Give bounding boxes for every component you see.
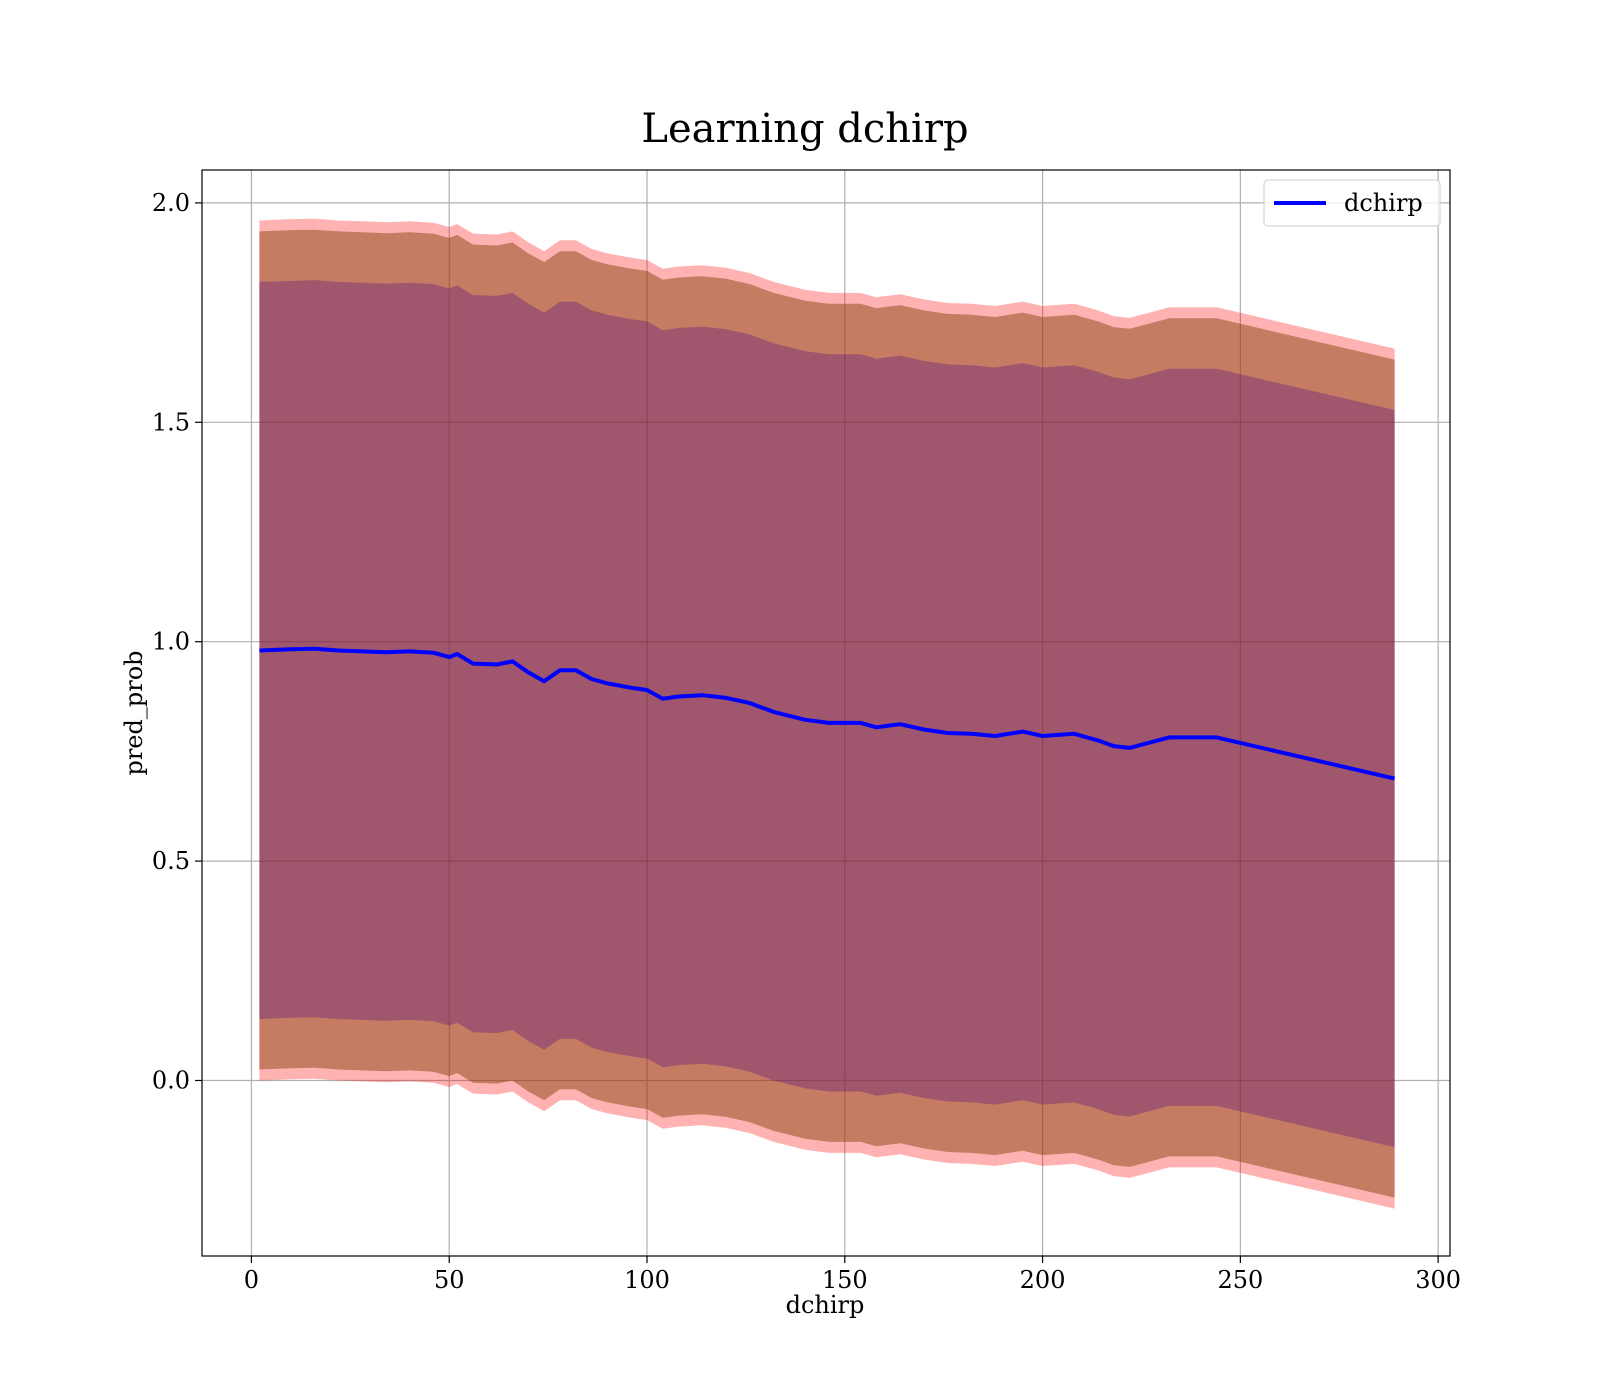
legend-label-dchirp: dchirp bbox=[1344, 189, 1423, 217]
chart-title: Learning dchirp bbox=[641, 106, 968, 152]
y-tick-label: 1.5 bbox=[152, 408, 190, 436]
x-tick-label: 300 bbox=[1415, 1266, 1461, 1294]
y-tick-label: 1.0 bbox=[152, 628, 190, 656]
y-axis-ticks: 0.0 0.5 1.0 1.5 2.0 bbox=[152, 189, 202, 1094]
band-middle bbox=[259, 229, 1395, 1198]
y-tick-label: 0.0 bbox=[152, 1066, 190, 1094]
x-tick-label: 150 bbox=[822, 1266, 868, 1294]
series-line-dchirp bbox=[259, 646, 1396, 781]
x-tick-label: 50 bbox=[434, 1266, 465, 1294]
y-axis-title: pred_prob bbox=[120, 650, 148, 775]
x-axis-title: dchirp bbox=[786, 1291, 865, 1319]
x-tick-label: 200 bbox=[1020, 1266, 1066, 1294]
x-tick-label: 0 bbox=[244, 1266, 259, 1294]
series-lines bbox=[259, 646, 1396, 781]
y-tick-label: 0.5 bbox=[152, 847, 190, 875]
confidence-bands bbox=[259, 218, 1395, 1209]
x-tick-label: 250 bbox=[1217, 1266, 1263, 1294]
x-axis-ticks: 0 50 100 150 200 250 300 bbox=[244, 1256, 1461, 1294]
legend: dchirp bbox=[1263, 179, 1441, 227]
plot-frame bbox=[201, 169, 1451, 1257]
band-inner bbox=[259, 280, 1395, 1148]
y-tick-label: 2.0 bbox=[152, 189, 190, 217]
x-tick-label: 100 bbox=[624, 1266, 670, 1294]
legend-box bbox=[1263, 179, 1441, 227]
